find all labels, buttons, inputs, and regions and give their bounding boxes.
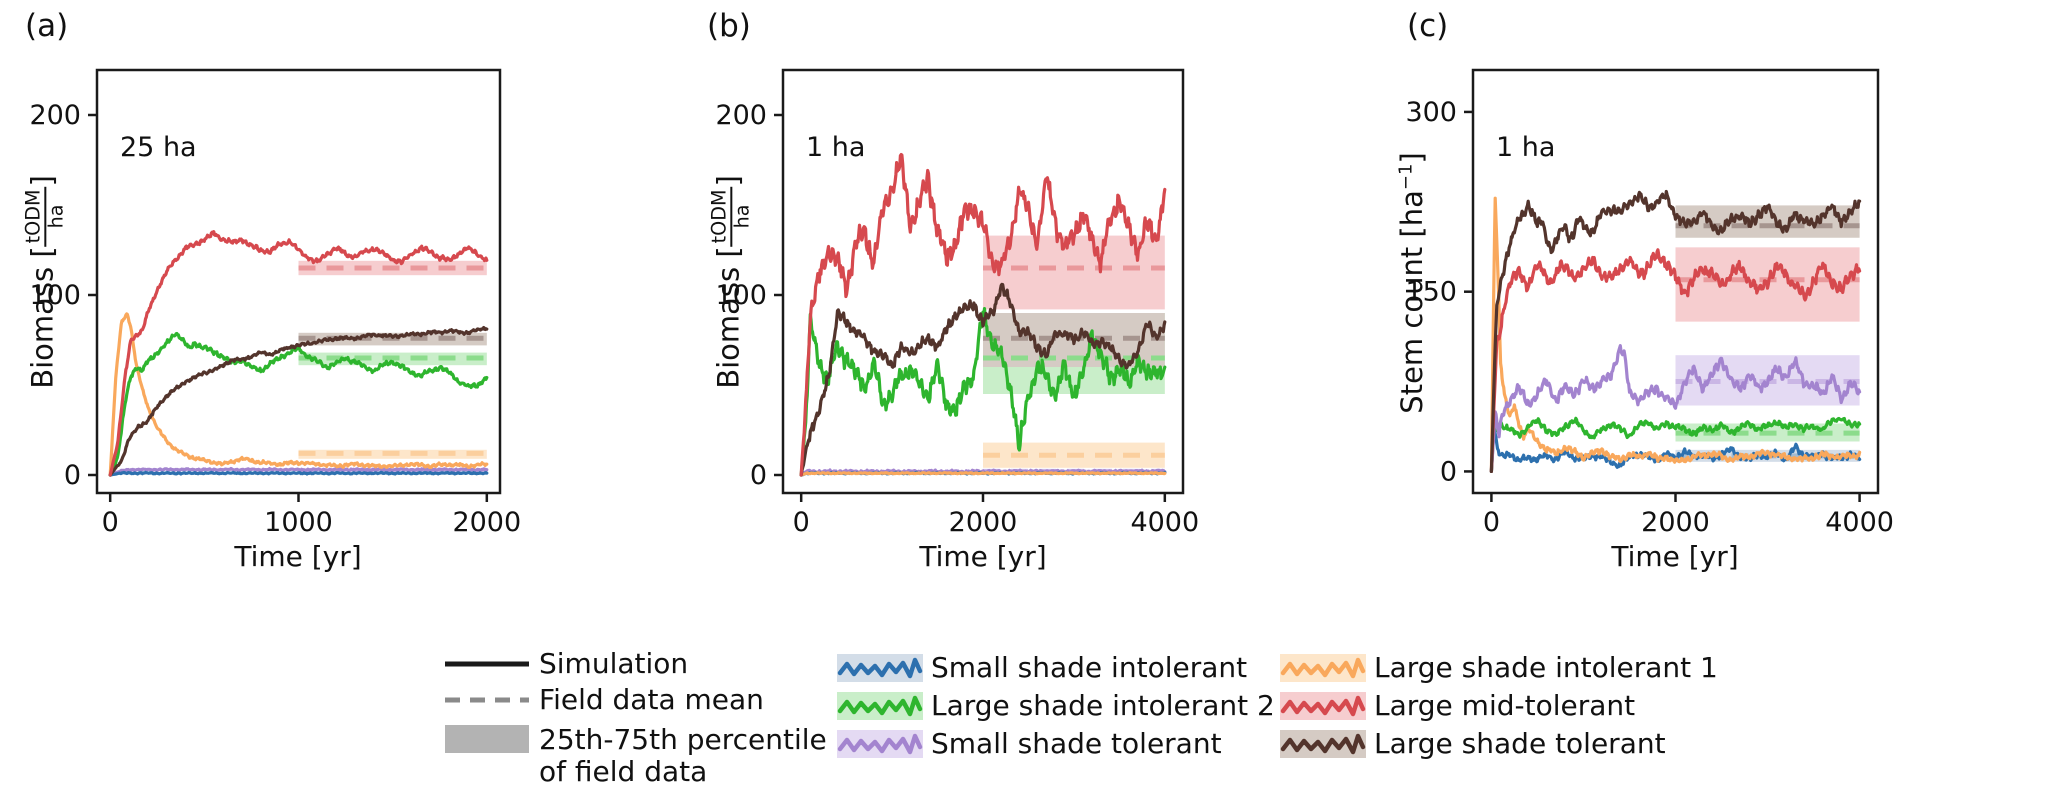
y-tick-label: 100 xyxy=(29,280,81,311)
x-tick-label: 0 xyxy=(793,507,810,538)
series-line-large_mid_tolerant xyxy=(799,153,1167,477)
legend-item-small-shade-tolerant: Small shade tolerant xyxy=(837,727,1222,760)
panel-c-ylabel: Stem count [ha−1] xyxy=(1395,152,1429,414)
legend-label: Large shade tolerant xyxy=(1374,727,1666,760)
fraction-todm-ha: tODM ha xyxy=(707,186,753,247)
panel-a-ylabel: Biomass [tODM ha] xyxy=(21,175,67,389)
series-line-small_shade_tolerant xyxy=(108,466,489,477)
field-mean-dash-swatch xyxy=(445,697,529,703)
legend-item-large-shade-intolerant-1: Large shade intolerant 1 xyxy=(1280,651,1718,684)
large-mid-tolerant-swatch xyxy=(1280,692,1366,721)
legend-item-small-shade-intolerant: Small shade intolerant xyxy=(837,651,1248,684)
legend-item-simulation: Simulation xyxy=(443,647,689,680)
panel-c-area-annotation: 1 ha xyxy=(1496,132,1556,163)
legend-item-large-shade-tolerant: Large shade tolerant xyxy=(1280,727,1666,760)
x-tick-label: 4000 xyxy=(1130,507,1199,538)
legend-label: Large mid-tolerant xyxy=(1374,689,1636,722)
percentile-box-swatch xyxy=(445,725,529,753)
panel-a-letter: (a) xyxy=(25,8,69,44)
series-line-large_shade_intolerant_2 xyxy=(799,307,1167,477)
x-tick-label: 4000 xyxy=(1825,507,1894,538)
panel-b-area-annotation: 1 ha xyxy=(806,132,866,163)
series-line-large_mid_tolerant xyxy=(108,230,489,477)
panel-c-xlabel: Time [yr] xyxy=(1611,540,1739,573)
y-tick-label: 200 xyxy=(29,100,81,131)
panel-c-letter: (c) xyxy=(1407,8,1449,44)
series-line-small_shade_tolerant xyxy=(799,468,1167,477)
legend-label: Small shade intolerant xyxy=(931,651,1248,684)
fraction-todm-ha: tODM ha xyxy=(21,186,67,247)
large-shade-intolerant-1-swatch xyxy=(1280,654,1366,683)
series-line-large_shade_tolerant xyxy=(799,282,1167,477)
large-shade-intolerant-2-swatch xyxy=(837,692,923,721)
legend-item-large-shade-intolerant-2: Large shade intolerant 2 xyxy=(837,689,1275,722)
small-shade-tolerant-swatch xyxy=(837,730,923,759)
panel-a-area-annotation: 25 ha xyxy=(120,132,197,163)
panel-b-ylabel: Biomass [tODM ha] xyxy=(707,175,753,389)
series-line-small_shade_intolerant xyxy=(108,470,489,477)
legend-label: Large shade intolerant 1 xyxy=(1374,651,1718,684)
legend-label: Simulation xyxy=(539,647,689,680)
legend-item-large-mid-tolerant: Large mid-tolerant xyxy=(1280,689,1636,722)
simulation-line-swatch xyxy=(445,661,529,667)
panel-a-xlabel: Time [yr] xyxy=(234,540,362,573)
legend-label: Large shade intolerant 2 xyxy=(931,689,1275,722)
x-tick-label: 1000 xyxy=(264,507,333,538)
x-tick-label: 0 xyxy=(102,507,119,538)
series-line-large_shade_intolerant_1 xyxy=(1489,196,1862,473)
series-line-large_shade_tolerant xyxy=(1489,189,1862,473)
series-line-large_shade_intolerant_1 xyxy=(799,471,1167,477)
y-tick-label: 0 xyxy=(750,460,767,491)
y-tick-label: 200 xyxy=(715,100,767,131)
y-tick-label: 0 xyxy=(64,460,81,491)
panel-b-letter: (b) xyxy=(707,8,751,44)
series-line-large_shade_intolerant_2 xyxy=(1489,416,1862,473)
y-tick-label: 300 xyxy=(1405,97,1457,128)
panel-b-plot: 0 2000 4000 0 100 200 xyxy=(715,68,1199,538)
series-line-large_mid_tolerant xyxy=(1489,248,1862,473)
panel-a-plot: 0 1000 2000 0 100 200 xyxy=(29,68,521,538)
legend-label: 25th-75th percentile of field data xyxy=(539,723,827,789)
x-tick-label: 2000 xyxy=(949,507,1018,538)
x-tick-label: 2000 xyxy=(1641,507,1710,538)
x-tick-label: 0 xyxy=(1483,507,1500,538)
series-line-large_shade_tolerant xyxy=(108,325,489,477)
y-tick-label: 0 xyxy=(1440,456,1457,487)
legend-label: Small shade tolerant xyxy=(931,727,1222,760)
legend-label: Field data mean xyxy=(539,683,764,716)
series-line-small_shade_tolerant xyxy=(1489,344,1862,473)
panel-b-xlabel: Time [yr] xyxy=(919,540,1047,573)
large-shade-tolerant-swatch xyxy=(1280,730,1366,759)
series-line-large_shade_intolerant_1 xyxy=(108,312,489,477)
x-tick-label: 2000 xyxy=(452,507,521,538)
panel-c-plot: 0 2000 4000 0 150 300 xyxy=(1405,68,1894,538)
legend-item-field-data-mean: Field data mean xyxy=(443,683,764,716)
y-tick-label: 150 xyxy=(1405,277,1457,308)
y-tick-label: 100 xyxy=(715,280,767,311)
small-shade-intolerant-swatch xyxy=(837,654,923,683)
legend-item-percentile: 25th-75th percentile of field data xyxy=(443,723,827,789)
